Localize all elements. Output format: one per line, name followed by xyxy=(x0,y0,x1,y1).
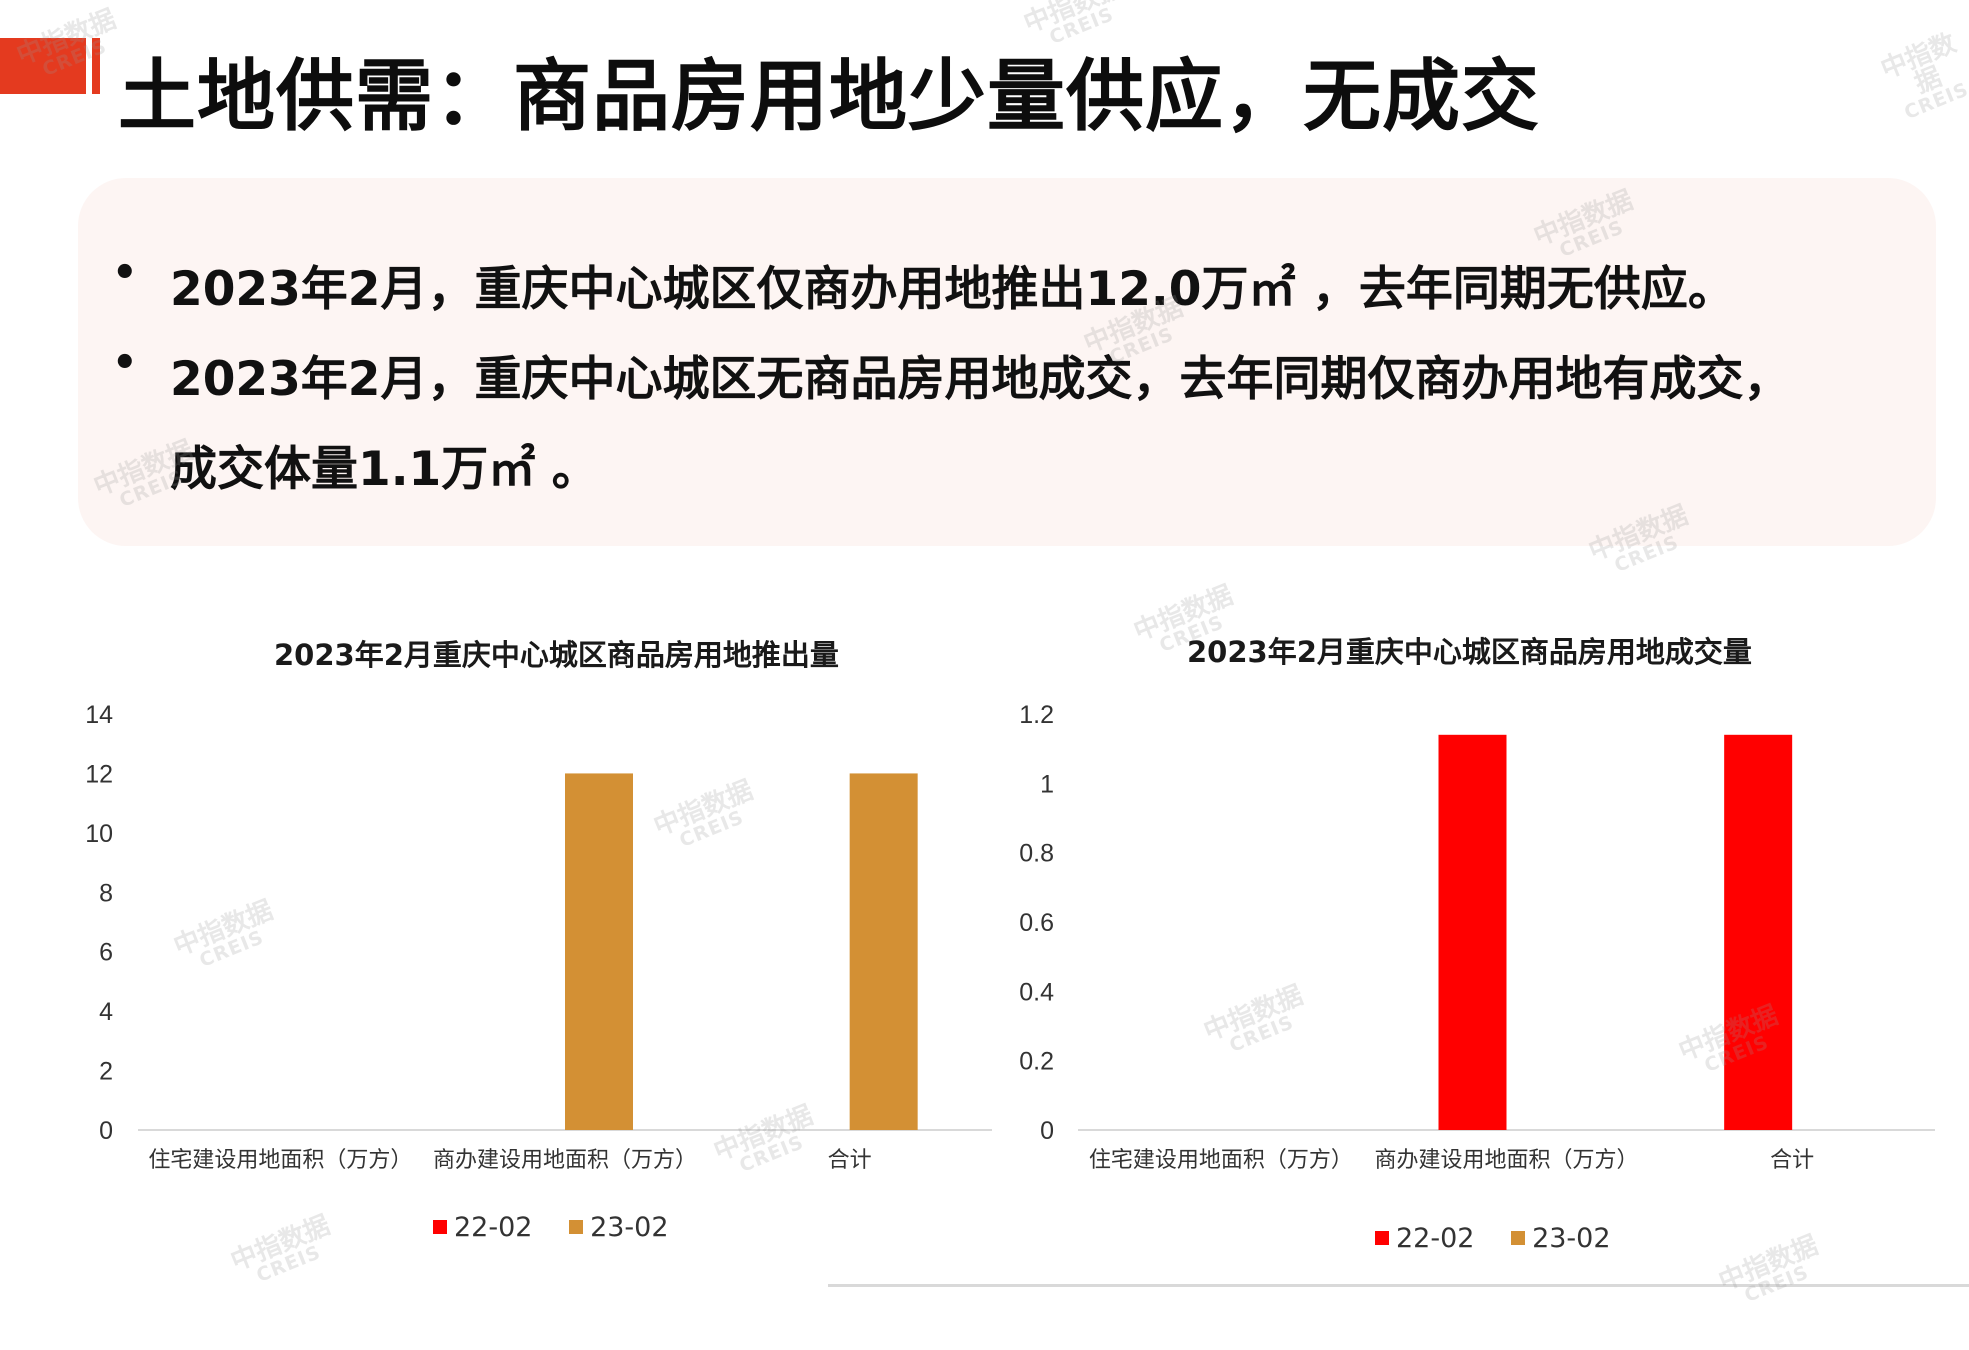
chart-supply: 0 2 4 6 8 10 12 14 住宅建设用地面积（万方） 商办建设用地面积（万方） 合计 xyxy=(85,701,992,1173)
legend-label-22-02: 22-02 xyxy=(1396,1223,1475,1254)
category-label: 商办建设用地面积（万方） xyxy=(1374,1148,1638,1173)
category-label: 合计 xyxy=(1770,1148,1814,1173)
legend-label-23-02: 23-02 xyxy=(590,1212,669,1243)
legend-entry-22-02: 22-02 xyxy=(1375,1223,1474,1254)
watermark-cn: 中指数据 xyxy=(1876,28,1961,100)
legend-label-22-02: 22-02 xyxy=(454,1212,533,1243)
y-tick-label: 6 xyxy=(99,939,113,967)
bar-22-02-2 xyxy=(1724,734,1793,1130)
bar-23-02-1 xyxy=(565,773,633,1130)
y-tick-label: 0.4 xyxy=(1019,978,1054,1006)
legend-entry-22-02: 22-02 xyxy=(433,1212,532,1243)
chart-title-supply: 2023年2月重庆中心城区商品房用地推出量 xyxy=(274,638,839,672)
legend-entry-23-02: 23-02 xyxy=(569,1212,669,1243)
y-tick-label: 0 xyxy=(1040,1117,1054,1145)
footer-divider xyxy=(828,1284,1969,1287)
y-tick-label: 0.2 xyxy=(1019,1048,1054,1076)
summary-box: • 2023年2月，重庆中心城区仅商办用地推出12.0万㎡ ，去年同期无供应。 … xyxy=(78,178,1936,546)
bar-22-02-1 xyxy=(1438,734,1507,1130)
bullet-text: 2023年2月，重庆中心城区仅商办用地推出12.0万㎡ ，去年同期无供应。 xyxy=(170,262,1735,317)
bullet-dot-icon: • xyxy=(112,250,138,296)
y-tick-label: 8 xyxy=(99,879,113,907)
y-tick-label: 10 xyxy=(85,820,113,848)
watermark: 中指数据 CREIS xyxy=(1715,1230,1828,1313)
title-accent-gap xyxy=(86,38,92,94)
watermark-en: CREIS xyxy=(253,1241,325,1287)
page-title: 土地供需：商品房用地少量供应，无成交 xyxy=(118,52,1541,142)
y-tick-label: 1.2 xyxy=(1019,701,1054,729)
bullet-text: 2023年2月，重庆中心城区无商品房用地成交，去年同期仅商办用地有成交， xyxy=(170,352,1791,407)
y-tick-label: 2 xyxy=(99,1058,113,1086)
legend-swatch-23-02 xyxy=(1511,1231,1526,1245)
category-label: 合计 xyxy=(828,1148,872,1173)
y-tick-label: 14 xyxy=(85,701,113,729)
chart-transaction: 0 0.2 0.4 0.6 0.8 1 1.2 住宅建设用地面积（万方） 商办建设用地面积（万方… xyxy=(1019,701,1935,1173)
chart-title-transaction: 2023年2月重庆中心城区商品房用地成交量 xyxy=(1187,635,1752,669)
legend-label-23-02: 23-02 xyxy=(1532,1223,1611,1254)
category-label: 商办建设用地面积（万方） xyxy=(433,1148,697,1173)
legend-transaction: 22-02 23-02 xyxy=(1375,1223,1639,1254)
bullet-text: 成交体量1.1万㎡ 。 xyxy=(170,442,599,497)
legend-supply: 22-02 23-02 xyxy=(433,1212,697,1243)
y-tick-label: 0 xyxy=(99,1117,113,1145)
y-tick-label: 4 xyxy=(99,998,113,1026)
y-tick-label: 0.6 xyxy=(1019,909,1054,937)
y-tick-label: 0.8 xyxy=(1019,840,1054,868)
y-tick-label: 1 xyxy=(1040,770,1054,798)
legend-swatch-23-02 xyxy=(569,1220,584,1234)
bullet-dot-icon: • xyxy=(112,340,138,386)
watermark-cn: 中指数据 xyxy=(226,1210,335,1278)
watermark: 中指数据 CREIS xyxy=(1875,28,1969,126)
watermark-cn: 中指数据 xyxy=(1019,0,1128,40)
y-tick-label: 12 xyxy=(85,760,113,788)
category-label: 住宅建设用地面积（万方） xyxy=(1089,1148,1353,1173)
category-label: 住宅建设用地面积（万方） xyxy=(148,1148,412,1173)
bar-23-02-2 xyxy=(849,773,918,1130)
legend-swatch-22-02 xyxy=(433,1220,447,1234)
watermark-en: CREIS xyxy=(1901,78,1969,124)
watermark: 中指数据 CREIS xyxy=(226,1210,340,1293)
legend-entry-23-02: 23-02 xyxy=(1511,1223,1611,1254)
title-accent-bar xyxy=(0,38,100,94)
legend-swatch-22-02 xyxy=(1375,1231,1389,1245)
